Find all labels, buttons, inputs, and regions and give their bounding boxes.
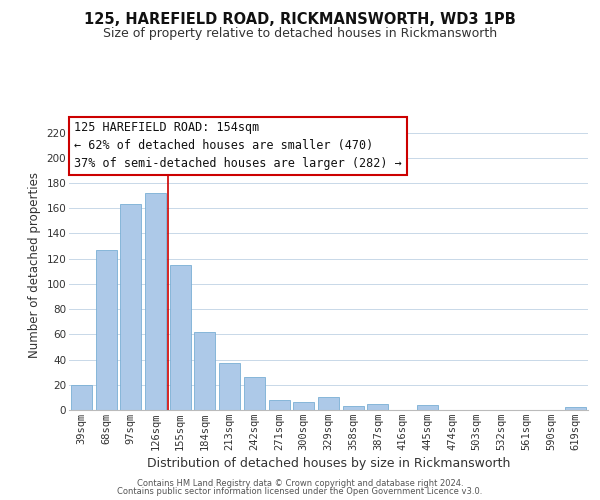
Text: 125 HAREFIELD ROAD: 154sqm
← 62% of detached houses are smaller (470)
37% of sem: 125 HAREFIELD ROAD: 154sqm ← 62% of deta… [74, 122, 402, 170]
Y-axis label: Number of detached properties: Number of detached properties [28, 172, 41, 358]
Bar [293, 402, 314, 410]
Bar [318, 398, 339, 410]
Bar [145, 193, 166, 410]
Bar [95, 250, 116, 410]
Bar [120, 204, 141, 410]
Bar [194, 332, 215, 410]
Text: Size of property relative to detached houses in Rickmansworth: Size of property relative to detached ho… [103, 28, 497, 40]
Bar [565, 408, 586, 410]
Bar [367, 404, 388, 410]
Text: 125, HAREFIELD ROAD, RICKMANSWORTH, WD3 1PB: 125, HAREFIELD ROAD, RICKMANSWORTH, WD3 … [84, 12, 516, 28]
Bar [343, 406, 364, 410]
Bar [417, 405, 438, 410]
Bar [71, 385, 92, 410]
Bar [170, 265, 191, 410]
X-axis label: Distribution of detached houses by size in Rickmansworth: Distribution of detached houses by size … [147, 457, 510, 470]
Text: Contains HM Land Registry data © Crown copyright and database right 2024.: Contains HM Land Registry data © Crown c… [137, 478, 463, 488]
Text: Contains public sector information licensed under the Open Government Licence v3: Contains public sector information licen… [118, 487, 482, 496]
Bar [219, 364, 240, 410]
Bar [269, 400, 290, 410]
Bar [244, 377, 265, 410]
